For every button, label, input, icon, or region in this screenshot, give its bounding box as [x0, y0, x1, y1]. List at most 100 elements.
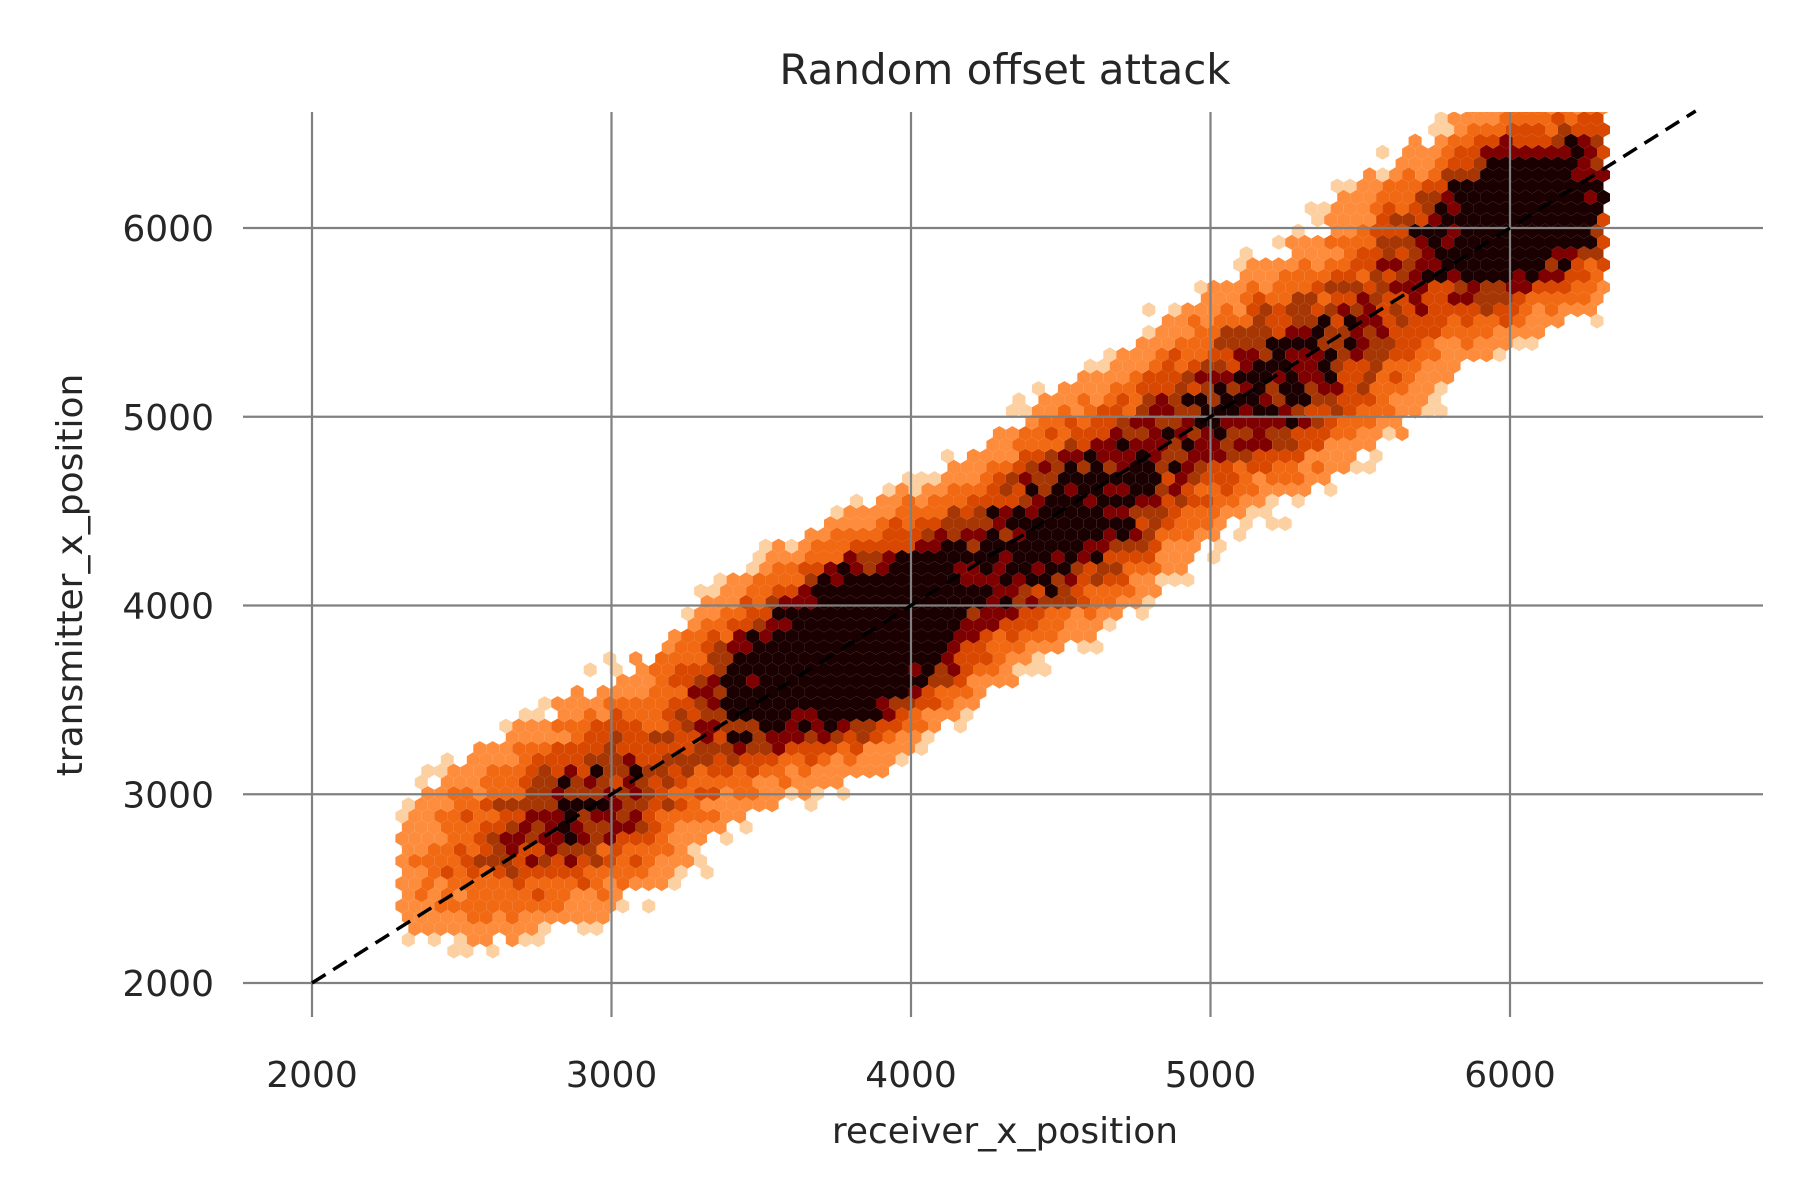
- hexbin-cell: [1096, 583, 1110, 599]
- hexbin-cell: [979, 493, 993, 509]
- hexbin-cell: [694, 808, 708, 824]
- hexbin-cell: [1051, 482, 1065, 498]
- hexbin-cell: [1389, 234, 1403, 250]
- hexbin-cell: [1337, 369, 1351, 385]
- hexbin-cell: [1558, 167, 1571, 183]
- hexbin-cell: [590, 831, 604, 847]
- hexbin-cell: [1129, 347, 1143, 363]
- hexbin-cell: [1213, 358, 1227, 374]
- hexbin-cell: [655, 876, 669, 892]
- hexbin-cell: [1590, 291, 1604, 307]
- hexbin-cell: [1278, 516, 1292, 532]
- hexbin-cell: [707, 651, 721, 667]
- hexbin-cell: [1467, 189, 1481, 205]
- hexbin-cell: [694, 606, 708, 622]
- hexbin-cell: [1005, 516, 1019, 532]
- hexbin-cell: [1161, 381, 1175, 397]
- hexbin-cell: [1018, 651, 1032, 667]
- hexbin-cell: [1226, 291, 1240, 307]
- hexbin-cell: [681, 628, 695, 644]
- hexbin-cell: [713, 707, 727, 723]
- hexbin-cell: [577, 876, 591, 892]
- hexbin-cell: [1356, 336, 1370, 352]
- hexbin-cell: [1493, 324, 1506, 340]
- hexbin-cell: [830, 504, 844, 520]
- hexbin-cell: [1142, 504, 1156, 520]
- hexbin-cell: [720, 583, 734, 599]
- hexbin-cell: [1246, 257, 1260, 273]
- hexbin-cell: [1317, 381, 1331, 397]
- hexbin-cell: [1311, 302, 1325, 318]
- hexbin-cell: [473, 808, 487, 824]
- hexbin-cell: [1441, 167, 1455, 183]
- hexbin-cell: [876, 651, 889, 667]
- hexbin-cell: [999, 437, 1013, 453]
- hexbin-cell: [882, 504, 896, 520]
- hexbin-cell: [1369, 268, 1383, 284]
- hexbin-cell: [538, 921, 552, 937]
- hexbin-cell: [1467, 122, 1481, 138]
- hexbin-cell: [1493, 144, 1506, 160]
- hexbin-cell: [551, 898, 565, 914]
- hexbin-cell: [1525, 178, 1539, 194]
- hexbin-cell: [1330, 291, 1344, 307]
- hexbin-cell: [941, 628, 954, 644]
- hexbin-cell: [1051, 639, 1065, 655]
- hexbin-cell: [1408, 358, 1422, 374]
- hexbin-cell: [1018, 426, 1032, 442]
- hexbin-cell: [1597, 122, 1610, 138]
- hexbin-cell: [1454, 347, 1468, 363]
- hexbin-cell: [1434, 178, 1448, 194]
- hexbin-cell: [1109, 381, 1123, 397]
- hexbin-cell: [1454, 167, 1468, 183]
- hexbin-cell: [1213, 538, 1227, 554]
- hexbin-cell: [966, 583, 980, 599]
- hexbin-cell: [785, 606, 799, 622]
- hexbin-cell: [921, 617, 935, 633]
- hexbin-cell: [992, 426, 1006, 442]
- hexbin-cell: [1337, 437, 1351, 453]
- hexbin-cell: [1519, 122, 1532, 138]
- hexbin-cell: [1285, 302, 1299, 318]
- hexbin-cell: [720, 831, 734, 847]
- hexbin-cell: [1382, 426, 1396, 442]
- hexbin-cell: [486, 808, 500, 824]
- hexbin-cell: [1291, 246, 1305, 262]
- hexbin-cell: [1389, 347, 1403, 363]
- hexbin-cell: [1363, 212, 1377, 228]
- hexbin-cell: [856, 617, 870, 633]
- hexbin-cell: [1564, 291, 1578, 307]
- hexbin-cell: [1252, 358, 1266, 374]
- hexbin-cell: [895, 482, 909, 498]
- hexbin-cell: [1226, 403, 1240, 419]
- hexbin-cell: [395, 898, 409, 914]
- hexbin-cell: [772, 561, 786, 577]
- hexbin-cell: [713, 774, 727, 790]
- hexbin-cell: [700, 819, 714, 835]
- hexbin-cell: [1343, 336, 1357, 352]
- hexbin-cell: [1103, 347, 1117, 363]
- hexbin-cell: [453, 864, 467, 880]
- y-tick-label: 2000: [122, 964, 214, 1005]
- hexbin-cell: [1083, 358, 1097, 374]
- hexbin-cell: [921, 527, 935, 543]
- hexbin-cell: [1246, 369, 1260, 385]
- hexbin-cell: [1408, 313, 1422, 329]
- hexbin-cell: [1441, 302, 1455, 318]
- hexbin-cell: [720, 763, 734, 779]
- hexbin-cell: [876, 516, 889, 532]
- hexbin-cell: [1044, 471, 1058, 487]
- hexbin-cell: [1519, 167, 1532, 183]
- hexbin-cell: [538, 876, 552, 892]
- hexbin-cell: [1272, 234, 1286, 250]
- hexbin-cell: [863, 651, 876, 667]
- hexbin-cell: [603, 651, 617, 667]
- hexbin-cell: [1519, 302, 1532, 318]
- hexbin-cell: [1486, 133, 1500, 149]
- hexbin-cell: [557, 707, 571, 723]
- hexbin-cell: [1324, 234, 1338, 250]
- hexbin-cell: [1064, 482, 1078, 498]
- hexbin-cell: [1285, 437, 1299, 453]
- hexbin-cell: [1350, 257, 1364, 273]
- hexbin-cell: [1597, 144, 1610, 160]
